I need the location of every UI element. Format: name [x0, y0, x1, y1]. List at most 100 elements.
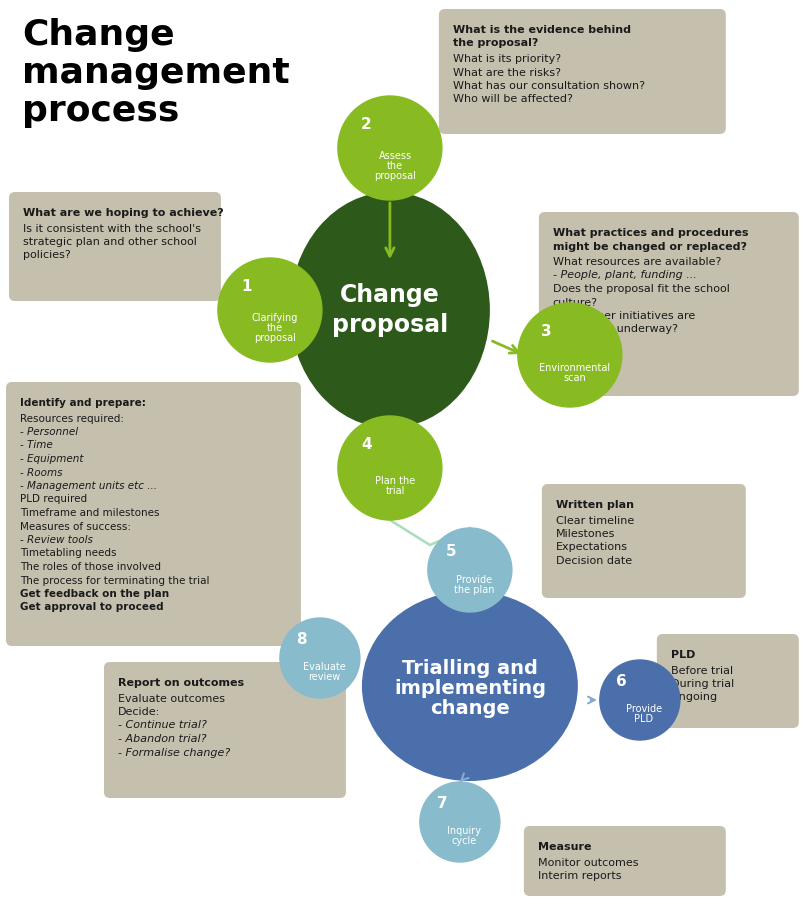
Text: cycle: cycle	[452, 836, 477, 846]
Text: policies?: policies?	[23, 250, 71, 260]
Text: What are the risks?: What are the risks?	[453, 68, 561, 78]
Text: What practices and procedures: What practices and procedures	[553, 228, 749, 238]
Circle shape	[600, 660, 680, 740]
FancyBboxPatch shape	[9, 192, 221, 301]
Text: - People, plant, funding ...: - People, plant, funding ...	[553, 271, 696, 281]
Text: planned or underway?: planned or underway?	[553, 324, 678, 335]
Circle shape	[218, 258, 322, 362]
Text: The process for terminating the trial: The process for terminating the trial	[20, 576, 209, 586]
Text: Decide:: Decide:	[118, 707, 160, 717]
Text: Report on outcomes: Report on outcomes	[118, 678, 244, 688]
Text: - Formalise change?: - Formalise change?	[118, 748, 230, 758]
Text: Assess: Assess	[378, 151, 411, 161]
Text: - Review tools: - Review tools	[20, 535, 93, 545]
Text: Resources required:: Resources required:	[20, 413, 124, 423]
Text: - Time: - Time	[20, 441, 53, 451]
Text: Get approval to proceed: Get approval to proceed	[20, 602, 163, 612]
Ellipse shape	[290, 192, 490, 428]
Text: the: the	[267, 324, 283, 334]
Text: Measure: Measure	[538, 842, 592, 852]
Circle shape	[518, 303, 621, 407]
Text: 3: 3	[541, 324, 551, 339]
FancyBboxPatch shape	[439, 9, 726, 134]
Text: Decision date: Decision date	[556, 556, 632, 566]
Text: the proposal?: the proposal?	[453, 38, 539, 48]
Text: - Continue trial?: - Continue trial?	[118, 720, 207, 730]
Text: Expectations: Expectations	[556, 543, 628, 552]
Text: Environmental: Environmental	[539, 363, 611, 373]
Text: 7: 7	[436, 796, 448, 812]
Text: proposal: proposal	[254, 334, 296, 343]
FancyBboxPatch shape	[6, 382, 301, 646]
Text: Who will be affected?: Who will be affected?	[453, 94, 573, 104]
Text: Provide: Provide	[625, 704, 662, 714]
Text: PLD: PLD	[634, 714, 654, 724]
Text: Before trial: Before trial	[671, 665, 733, 675]
Text: Provide: Provide	[456, 575, 492, 585]
Text: What are we hoping to achieve?: What are we hoping to achieve?	[23, 208, 224, 218]
Text: 5: 5	[446, 544, 456, 558]
Text: 2: 2	[361, 117, 372, 133]
Text: proposal: proposal	[332, 313, 448, 337]
Circle shape	[280, 618, 360, 698]
Text: Change: Change	[340, 283, 440, 307]
Text: Plan the: Plan the	[375, 476, 415, 486]
FancyBboxPatch shape	[539, 212, 799, 396]
Text: Measures of success:: Measures of success:	[20, 522, 131, 532]
Text: might be changed or replaced?: might be changed or replaced?	[553, 241, 747, 251]
Text: Identify and prepare:: Identify and prepare:	[20, 398, 146, 408]
Text: What resources are available?: What resources are available?	[553, 257, 721, 267]
Text: What is its priority?: What is its priority?	[453, 54, 561, 64]
Text: the: the	[387, 161, 403, 171]
Text: Trialling and: Trialling and	[402, 658, 538, 677]
Text: What has our consultation shown?: What has our consultation shown?	[453, 81, 645, 91]
Text: What other initiatives are: What other initiatives are	[553, 311, 695, 321]
Text: change: change	[430, 698, 510, 717]
Text: PLD: PLD	[671, 650, 696, 660]
Text: Timeframe and milestones: Timeframe and milestones	[20, 508, 159, 518]
Text: Ongoing: Ongoing	[671, 693, 718, 703]
Text: The roles of those involved: The roles of those involved	[20, 562, 161, 572]
Text: Evaluate: Evaluate	[303, 662, 345, 672]
FancyBboxPatch shape	[524, 826, 726, 896]
Text: - Rooms: - Rooms	[20, 467, 63, 477]
Text: Clarifying: Clarifying	[252, 314, 299, 324]
Text: What is the evidence behind: What is the evidence behind	[453, 25, 631, 35]
Ellipse shape	[362, 591, 578, 781]
Text: - Equipment: - Equipment	[20, 454, 84, 464]
Text: Milestones: Milestones	[556, 529, 615, 539]
Text: the plan: the plan	[454, 585, 494, 595]
Text: scan: scan	[564, 373, 586, 383]
Text: During trial: During trial	[671, 679, 734, 689]
Text: 6: 6	[617, 675, 627, 689]
Circle shape	[420, 782, 500, 862]
FancyBboxPatch shape	[542, 484, 745, 598]
Text: Interim reports: Interim reports	[538, 871, 621, 881]
Text: Get feedback on the plan: Get feedback on the plan	[20, 589, 169, 599]
Text: Evaluate outcomes: Evaluate outcomes	[118, 694, 225, 704]
Circle shape	[428, 528, 512, 612]
Text: trial: trial	[386, 486, 405, 496]
FancyBboxPatch shape	[657, 634, 799, 728]
Text: 1: 1	[242, 279, 252, 294]
Text: - Management units etc ...: - Management units etc ...	[20, 481, 157, 491]
FancyBboxPatch shape	[104, 662, 346, 798]
Text: - Abandon trial?: - Abandon trial?	[118, 734, 206, 744]
Circle shape	[338, 96, 442, 200]
Text: culture?: culture?	[553, 297, 598, 307]
Text: Inquiry: Inquiry	[447, 826, 481, 836]
Circle shape	[338, 416, 442, 520]
Text: proposal: proposal	[374, 171, 416, 181]
Text: Written plan: Written plan	[556, 500, 634, 510]
Text: Timetabling needs: Timetabling needs	[20, 548, 117, 558]
Text: 8: 8	[296, 632, 308, 647]
Text: implementing: implementing	[394, 678, 546, 697]
Text: Is it consistent with the school's: Is it consistent with the school's	[23, 224, 201, 233]
Text: strategic plan and other school: strategic plan and other school	[23, 237, 197, 247]
Text: Change
management
process: Change management process	[22, 18, 290, 128]
Text: review: review	[308, 672, 340, 682]
Text: 4: 4	[361, 437, 372, 452]
Text: - Personnel: - Personnel	[20, 427, 78, 437]
Text: Does the proposal fit the school: Does the proposal fit the school	[553, 284, 730, 294]
Text: PLD required: PLD required	[20, 494, 87, 505]
